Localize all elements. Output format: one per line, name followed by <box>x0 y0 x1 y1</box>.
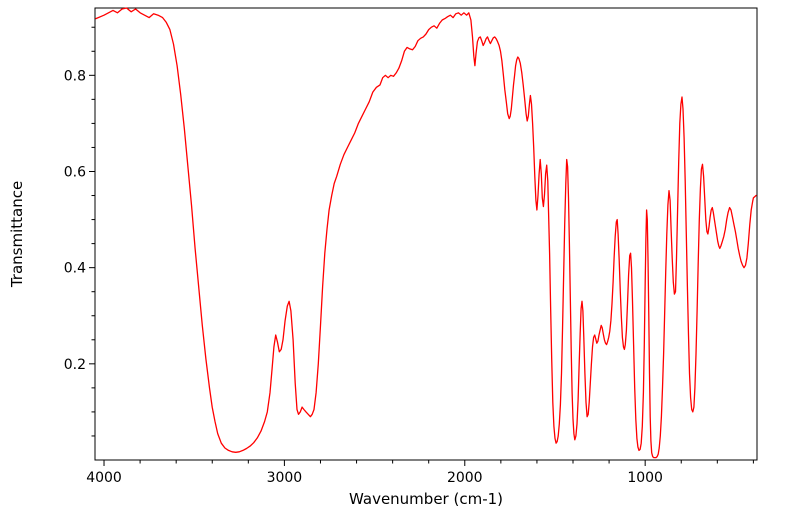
y-tick-label: 0.4 <box>64 261 86 277</box>
x-tick-label: 1000 <box>627 470 663 486</box>
x-axis-label: Wavenumber (cm-1) <box>349 490 503 508</box>
spectrum-line <box>95 7 757 459</box>
x-tick-label: 3000 <box>267 470 303 486</box>
y-axis-label: Transmittance <box>8 181 26 288</box>
y-tick-label: 0.2 <box>64 357 86 373</box>
y-tick-label: 0.6 <box>64 164 86 180</box>
axis-ticks <box>89 26 754 466</box>
plot-frame <box>94 7 758 461</box>
y-tick-label: 0.8 <box>64 68 86 84</box>
tick-labels: 4000 3000 2000 1000 0.2 0.4 0.6 0.8 <box>64 68 663 486</box>
x-tick-label: 2000 <box>447 470 483 486</box>
x-tick-label: 4000 <box>86 470 122 486</box>
